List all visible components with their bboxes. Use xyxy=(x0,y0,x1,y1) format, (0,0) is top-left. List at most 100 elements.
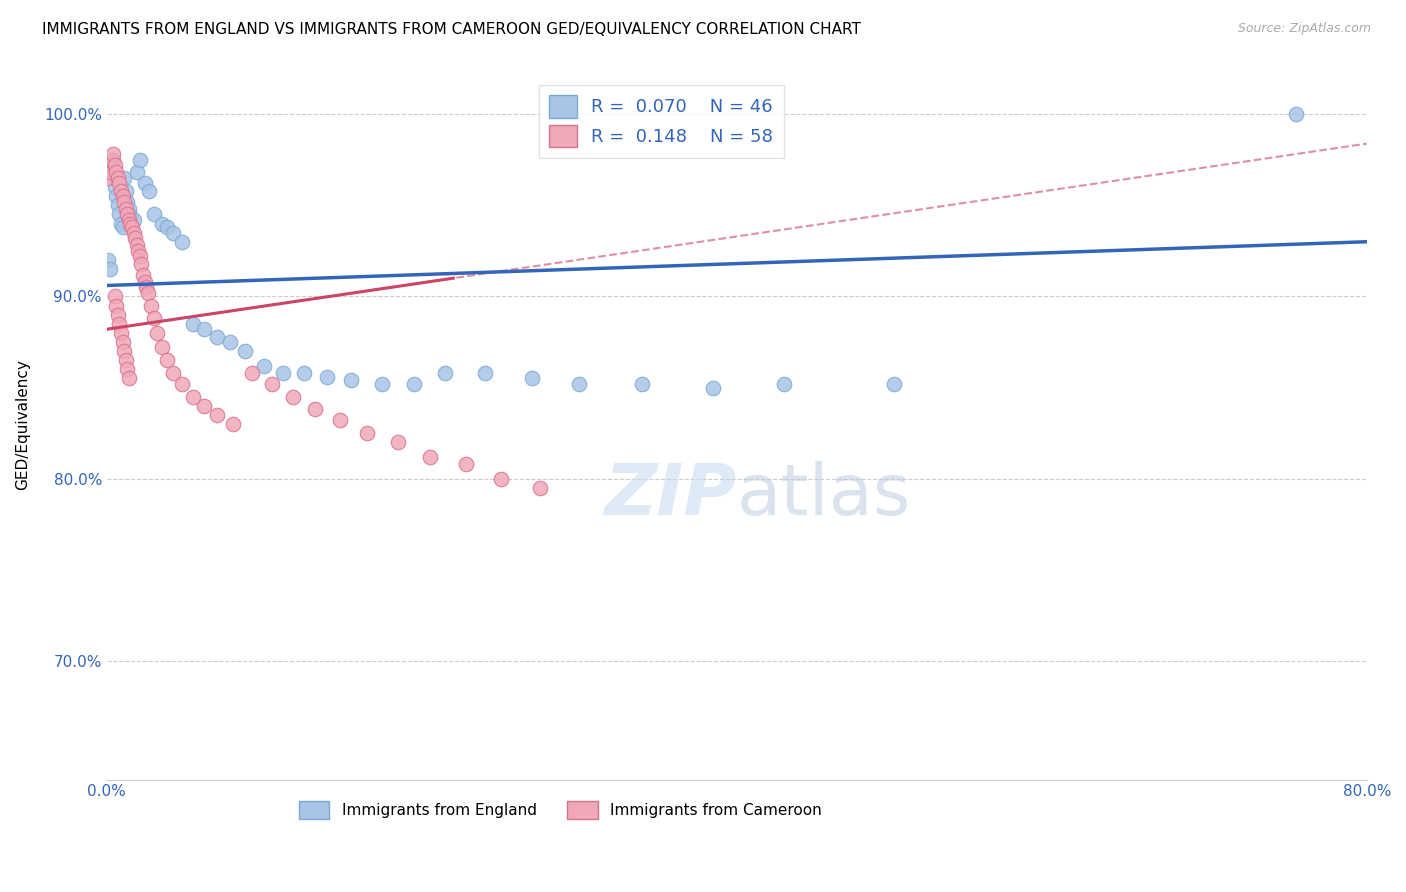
Point xyxy=(110,184,132,198)
Point xyxy=(111,220,134,235)
Point xyxy=(340,373,363,387)
Point xyxy=(222,417,245,431)
Point xyxy=(205,329,228,343)
Point xyxy=(631,376,654,391)
Point xyxy=(253,359,276,373)
Point xyxy=(107,308,129,322)
Point xyxy=(110,217,132,231)
Point xyxy=(143,311,166,326)
Point xyxy=(138,184,160,198)
Point xyxy=(489,472,512,486)
Point xyxy=(120,209,142,223)
Point xyxy=(112,194,135,209)
Point xyxy=(124,231,146,245)
Point xyxy=(434,366,457,380)
Point xyxy=(356,426,378,441)
Point xyxy=(240,366,263,380)
Point xyxy=(883,376,905,391)
Point xyxy=(115,194,138,209)
Point xyxy=(155,353,177,368)
Point xyxy=(136,285,159,300)
Point xyxy=(131,257,153,271)
Point xyxy=(114,184,136,198)
Point xyxy=(108,177,131,191)
Point xyxy=(146,326,169,340)
Y-axis label: GED/Equivalency: GED/Equivalency xyxy=(15,359,30,490)
Point xyxy=(132,268,155,282)
Text: Source: ZipAtlas.com: Source: ZipAtlas.com xyxy=(1237,22,1371,36)
Point xyxy=(271,366,294,380)
Point xyxy=(128,153,150,167)
Point xyxy=(135,280,157,294)
Point xyxy=(97,252,120,267)
Point xyxy=(1285,107,1308,121)
Point xyxy=(127,244,149,258)
Point xyxy=(104,289,127,303)
Point xyxy=(529,481,551,495)
Point xyxy=(118,202,141,216)
Point xyxy=(122,226,145,240)
Point xyxy=(134,275,156,289)
Point xyxy=(454,457,477,471)
Point xyxy=(120,217,142,231)
Point xyxy=(193,399,215,413)
Point xyxy=(139,299,162,313)
Point xyxy=(292,366,315,380)
Point xyxy=(702,381,724,395)
Text: atlas: atlas xyxy=(737,460,911,530)
Point xyxy=(114,202,136,216)
Point xyxy=(118,212,141,227)
Point xyxy=(329,413,352,427)
Point xyxy=(172,235,194,249)
Point xyxy=(118,371,141,385)
Point xyxy=(108,207,131,221)
Point xyxy=(520,371,543,385)
Point xyxy=(107,198,129,212)
Point xyxy=(110,326,132,340)
Point xyxy=(402,376,425,391)
Point xyxy=(100,161,122,176)
Point xyxy=(101,153,124,167)
Point xyxy=(304,402,326,417)
Point xyxy=(100,153,122,167)
Point xyxy=(134,177,156,191)
Point xyxy=(218,334,240,349)
Point xyxy=(387,435,409,450)
Point xyxy=(281,390,304,404)
Text: ZIP: ZIP xyxy=(605,460,737,530)
Point xyxy=(112,170,135,185)
Point xyxy=(105,299,128,313)
Point xyxy=(773,376,796,391)
Point xyxy=(97,170,120,185)
Point xyxy=(143,207,166,221)
Point xyxy=(262,376,284,391)
Point xyxy=(104,180,127,194)
Point xyxy=(183,390,205,404)
Point xyxy=(101,147,124,161)
Point xyxy=(235,344,257,359)
Point xyxy=(150,217,173,231)
Point xyxy=(568,376,591,391)
Point xyxy=(150,341,173,355)
Point xyxy=(104,158,127,172)
Point xyxy=(111,189,134,203)
Point xyxy=(107,170,129,185)
Point xyxy=(155,220,177,235)
Point xyxy=(105,189,128,203)
Point xyxy=(98,165,121,179)
Point xyxy=(111,334,134,349)
Point xyxy=(162,366,184,380)
Point xyxy=(121,220,143,235)
Point xyxy=(419,450,441,464)
Point xyxy=(193,322,215,336)
Point xyxy=(122,212,145,227)
Legend: Immigrants from England, Immigrants from Cameroon: Immigrants from England, Immigrants from… xyxy=(292,795,828,825)
Point xyxy=(205,408,228,422)
Point xyxy=(128,249,150,263)
Point xyxy=(162,226,184,240)
Text: IMMIGRANTS FROM ENGLAND VS IMMIGRANTS FROM CAMEROON GED/EQUIVALENCY CORRELATION : IMMIGRANTS FROM ENGLAND VS IMMIGRANTS FR… xyxy=(42,22,860,37)
Point xyxy=(115,207,138,221)
Point xyxy=(114,353,136,368)
Point xyxy=(112,344,135,359)
Point xyxy=(172,376,194,391)
